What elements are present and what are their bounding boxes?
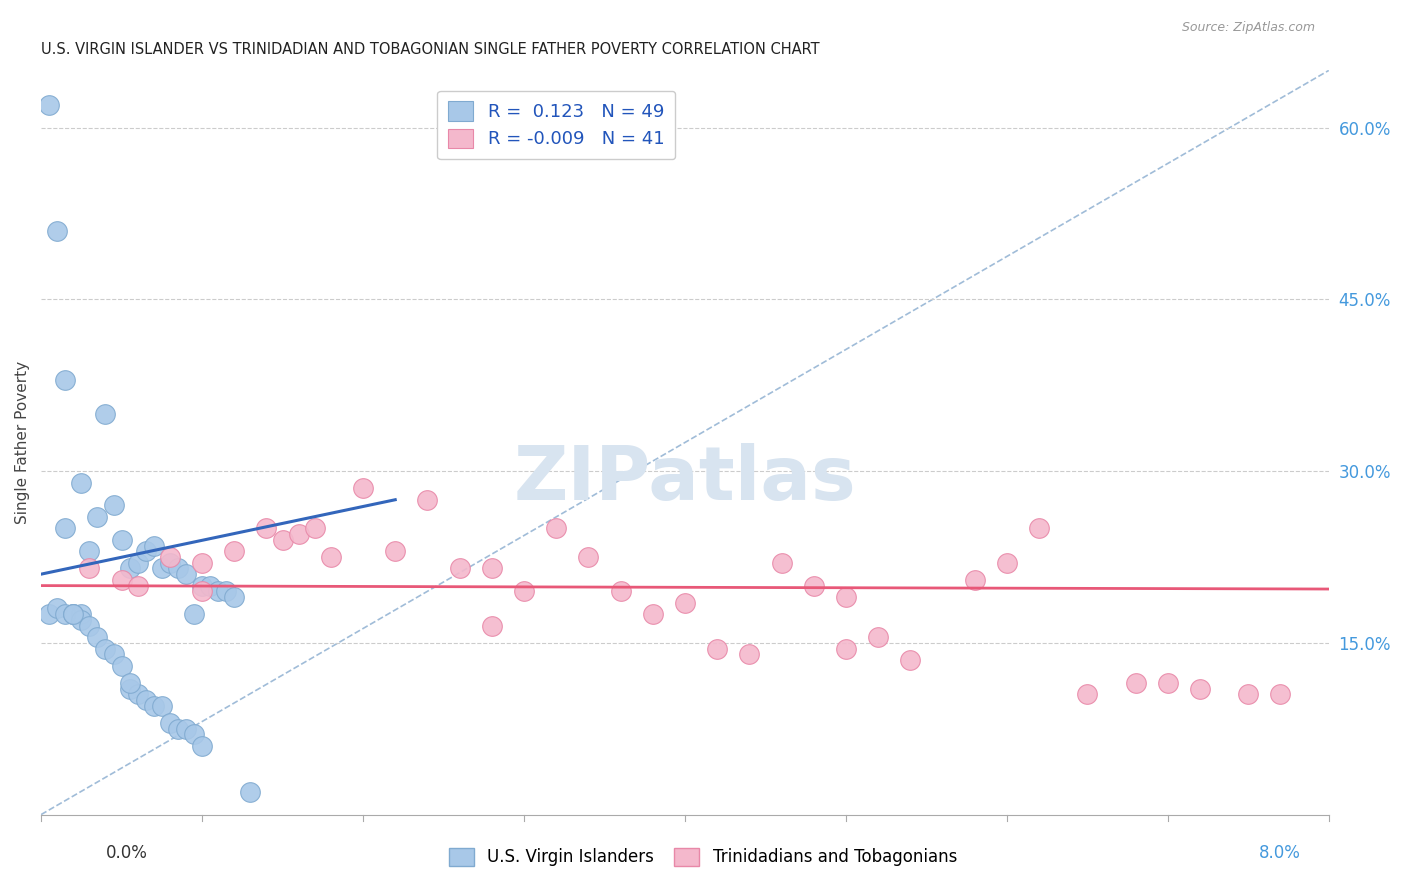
Point: [207, 584, 229, 599]
Point: [963, 573, 986, 587]
Point: [53, 521, 76, 535]
Point: [46, 224, 69, 238]
Point: [118, 681, 141, 696]
Point: [142, 698, 165, 713]
Text: U.S. VIRGIN ISLANDER VS TRINIDADIAN AND TOBAGONIAN SINGLE FATHER POVERTY CORRELA: U.S. VIRGIN ISLANDER VS TRINIDADIAN AND …: [41, 42, 820, 57]
Point: [110, 573, 132, 587]
Point: [191, 739, 214, 753]
Point: [738, 648, 761, 662]
Point: [135, 544, 157, 558]
Point: [1076, 687, 1098, 701]
Point: [256, 521, 278, 535]
Point: [62, 607, 84, 622]
Point: [150, 698, 173, 713]
Point: [191, 584, 214, 599]
Legend: R =  0.123   N = 49, R = -0.009   N = 41: R = 0.123 N = 49, R = -0.009 N = 41: [437, 91, 675, 160]
Point: [70, 607, 93, 622]
Point: [86, 509, 108, 524]
Y-axis label: Single Father Poverty: Single Father Poverty: [15, 361, 30, 524]
Point: [183, 727, 205, 741]
Point: [79, 618, 101, 632]
Point: [142, 539, 165, 553]
Point: [127, 687, 149, 701]
Legend: U.S. Virgin Islanders, Trinidadians and Tobagonians: U.S. Virgin Islanders, Trinidadians and …: [443, 841, 963, 873]
Point: [118, 676, 141, 690]
Point: [135, 693, 157, 707]
Point: [304, 521, 326, 535]
Point: [384, 544, 406, 558]
Point: [198, 578, 221, 592]
Point: [1157, 676, 1180, 690]
Point: [449, 561, 471, 575]
Point: [94, 407, 117, 421]
Point: [1028, 521, 1050, 535]
Point: [481, 618, 503, 632]
Text: ZIPatlas: ZIPatlas: [513, 443, 856, 516]
Point: [352, 481, 374, 495]
Point: [53, 607, 76, 622]
Point: [118, 561, 141, 575]
Point: [319, 549, 342, 564]
Point: [191, 578, 214, 592]
Point: [287, 527, 309, 541]
Point: [803, 578, 825, 592]
Point: [127, 578, 149, 592]
Point: [110, 533, 132, 547]
Point: [868, 630, 890, 644]
Point: [416, 492, 439, 507]
Point: [239, 785, 262, 799]
Point: [183, 607, 205, 622]
Point: [53, 372, 76, 386]
Point: [86, 630, 108, 644]
Point: [46, 601, 69, 615]
Point: [191, 556, 214, 570]
Point: [513, 584, 536, 599]
Point: [62, 607, 84, 622]
Point: [641, 607, 664, 622]
Point: [127, 556, 149, 570]
Point: [1270, 687, 1292, 701]
Point: [673, 596, 696, 610]
Point: [174, 567, 197, 582]
Point: [159, 549, 181, 564]
Point: [1188, 681, 1211, 696]
Point: [835, 590, 858, 604]
Point: [481, 561, 503, 575]
Point: [609, 584, 631, 599]
Point: [103, 648, 125, 662]
Point: [898, 653, 921, 667]
Point: [706, 641, 728, 656]
Point: [159, 716, 181, 731]
Point: [215, 584, 238, 599]
Point: [38, 97, 60, 112]
Point: [79, 544, 101, 558]
Point: [1237, 687, 1260, 701]
Point: [546, 521, 568, 535]
Point: [167, 561, 190, 575]
Point: [995, 556, 1018, 570]
Point: [94, 641, 117, 656]
Point: [835, 641, 858, 656]
Point: [174, 722, 197, 736]
Point: [159, 556, 181, 570]
Text: 8.0%: 8.0%: [1258, 844, 1301, 862]
Point: [103, 499, 125, 513]
Text: Source: ZipAtlas.com: Source: ZipAtlas.com: [1181, 21, 1315, 34]
Point: [62, 607, 84, 622]
Point: [150, 561, 173, 575]
Point: [1125, 676, 1147, 690]
Point: [110, 658, 132, 673]
Text: 0.0%: 0.0%: [105, 844, 148, 862]
Point: [224, 544, 246, 558]
Point: [770, 556, 793, 570]
Point: [224, 590, 246, 604]
Point: [167, 722, 190, 736]
Point: [70, 613, 93, 627]
Point: [70, 475, 93, 490]
Point: [576, 549, 599, 564]
Point: [38, 607, 60, 622]
Point: [79, 561, 101, 575]
Point: [271, 533, 294, 547]
